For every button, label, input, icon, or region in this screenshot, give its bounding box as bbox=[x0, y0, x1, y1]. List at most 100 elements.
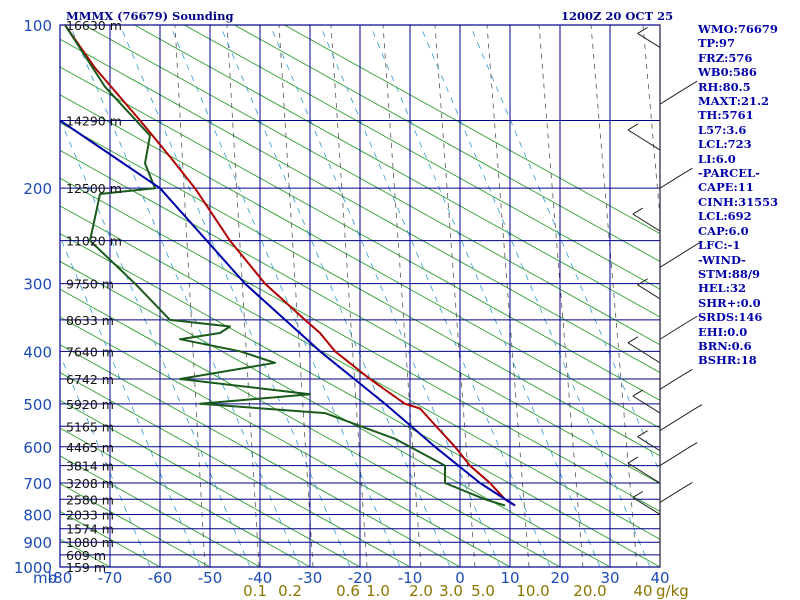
pressure-tick-label: 500 bbox=[23, 396, 52, 414]
mixing-ratio-line bbox=[269, 25, 501, 567]
wind-barb-flag bbox=[691, 240, 703, 248]
mixing-ratio-line bbox=[169, 25, 401, 567]
mixing-ratio-line bbox=[219, 25, 451, 567]
index-readout: L57:3.6 bbox=[698, 122, 747, 137]
moist-adiabat-line bbox=[330, 25, 368, 567]
wind-barb-flag bbox=[686, 442, 698, 450]
index-readout: -PARCEL- bbox=[698, 166, 760, 181]
wind-barb-flag bbox=[637, 27, 648, 34]
wind-barb-flag bbox=[632, 491, 644, 498]
wind-barb-flag bbox=[682, 167, 693, 175]
temperature-tick-label: -60 bbox=[148, 569, 173, 587]
wind-barb bbox=[659, 173, 683, 189]
mixing-ratio-label: 3.0 bbox=[439, 582, 463, 600]
pressure-tick-label: 400 bbox=[23, 343, 52, 361]
height-label: 1080 m bbox=[66, 535, 114, 550]
wind-barb-flag bbox=[632, 389, 644, 397]
mixing-ratio-line bbox=[69, 25, 301, 567]
moist-adiabat-line bbox=[590, 25, 638, 567]
pressure-tick-label: 700 bbox=[23, 475, 52, 493]
wind-barb-flag bbox=[691, 404, 703, 411]
wind-barb-flag bbox=[627, 123, 639, 131]
height-label: 9750 m bbox=[66, 277, 114, 292]
height-label: 8633 m bbox=[66, 313, 114, 328]
parcel-profile-line bbox=[60, 119, 516, 507]
wind-barb bbox=[627, 342, 661, 364]
mixing-ratio-line bbox=[319, 25, 551, 567]
moist-adiabat-line bbox=[486, 25, 530, 567]
temperature-tick-label: -20 bbox=[348, 569, 373, 587]
index-readout: LCL:692 bbox=[698, 209, 752, 224]
mixing-ratio-label: 10.0 bbox=[516, 582, 549, 600]
index-readout: WMO:76679 bbox=[698, 22, 778, 36]
height-label: 11020 m bbox=[66, 234, 122, 249]
height-label: 4465 m bbox=[66, 440, 114, 455]
wind-barb-flag bbox=[637, 430, 648, 438]
dry-adiabat-line bbox=[60, 316, 511, 567]
wind-barb-flag bbox=[686, 80, 698, 88]
temperature-tick-label: -80 bbox=[48, 569, 73, 587]
index-readout: SRDS:146 bbox=[698, 310, 763, 325]
dry-adiabat-line bbox=[60, 177, 660, 512]
index-readout: TP:97 bbox=[698, 36, 736, 51]
chart-title: MMMX (76679) Sounding bbox=[66, 9, 234, 23]
temperature-profile-line bbox=[64, 25, 516, 507]
index-readout: RH:80.5 bbox=[698, 79, 751, 94]
temperature-tick-label: 40 bbox=[650, 569, 669, 587]
temperature-tick-label: -70 bbox=[98, 569, 123, 587]
mixing-ratio-label: 1.0 bbox=[366, 582, 390, 600]
height-label: 2580 m bbox=[66, 492, 114, 507]
wind-barb-flag bbox=[682, 481, 693, 489]
dry-adiabat-line bbox=[134, 25, 660, 318]
mixing-ratio-label: 2.0 bbox=[409, 582, 433, 600]
dry-adiabat-line bbox=[60, 233, 660, 567]
height-label: 1574 m bbox=[66, 522, 114, 537]
wind-barb bbox=[659, 86, 688, 105]
dry-adiabat-line bbox=[60, 427, 311, 567]
index-readout: TH:5761 bbox=[698, 108, 754, 123]
mixing-ratio-line bbox=[60, 118, 251, 567]
mixing-ratio-line bbox=[419, 25, 651, 567]
dry-adiabat-line bbox=[184, 25, 660, 290]
pressure-tick-label: 1000 bbox=[14, 559, 52, 577]
dry-adiabat-line bbox=[60, 66, 660, 401]
height-label: 6742 m bbox=[66, 372, 114, 387]
dry-adiabat-line bbox=[60, 288, 561, 567]
wind-barb bbox=[637, 436, 661, 452]
index-readout: LFC:-1 bbox=[698, 238, 741, 253]
wind-barb bbox=[659, 374, 683, 390]
moist-adiabat-line bbox=[642, 25, 660, 222]
wind-barb bbox=[637, 284, 661, 300]
moist-adiabat-line bbox=[538, 25, 584, 567]
height-label: 609 m bbox=[66, 548, 106, 563]
temperature-tick-label: -10 bbox=[398, 569, 423, 587]
height-label: 2033 m bbox=[66, 507, 114, 522]
index-readout: CAP:6.0 bbox=[698, 223, 749, 238]
index-readout: LCL:723 bbox=[698, 137, 752, 152]
wind-barb-flag bbox=[637, 278, 648, 286]
index-readout: SHR+:0.0 bbox=[698, 295, 761, 310]
mixing-ratio-label: 0.1 bbox=[243, 582, 267, 600]
mixing-ratio-line bbox=[369, 25, 601, 567]
dry-adiabat-line bbox=[0, 25, 10, 567]
height-label: 16630 m bbox=[66, 18, 122, 33]
height-label: 5165 m bbox=[66, 419, 114, 434]
mixing-ratio-label: 20.0 bbox=[573, 582, 606, 600]
temperature-tick-label: -40 bbox=[248, 569, 273, 587]
wind-barb bbox=[632, 213, 661, 232]
mixing-ratio-unit: g/kg bbox=[656, 582, 689, 600]
dry-adiabat-line bbox=[60, 94, 660, 429]
dry-adiabat-line bbox=[60, 260, 611, 567]
moist-adiabat-line bbox=[382, 25, 422, 567]
wind-barb bbox=[659, 410, 693, 431]
dry-adiabat-line bbox=[60, 205, 660, 540]
index-readout: FRZ:576 bbox=[698, 50, 753, 65]
indices-panel: WMO:76679 TP:97 FRZ:576 WB0:586 RH:80.5 MAXT:… bbox=[698, 22, 798, 368]
wind-barb-flag bbox=[627, 336, 639, 344]
dewpoint-profile-line bbox=[64, 25, 506, 507]
moist-adiabat-line bbox=[278, 25, 314, 567]
index-readout: BSHR:18 bbox=[698, 353, 757, 368]
moist-adiabat-line bbox=[174, 25, 206, 567]
mixing-ratio-label: 0.6 bbox=[336, 582, 360, 600]
